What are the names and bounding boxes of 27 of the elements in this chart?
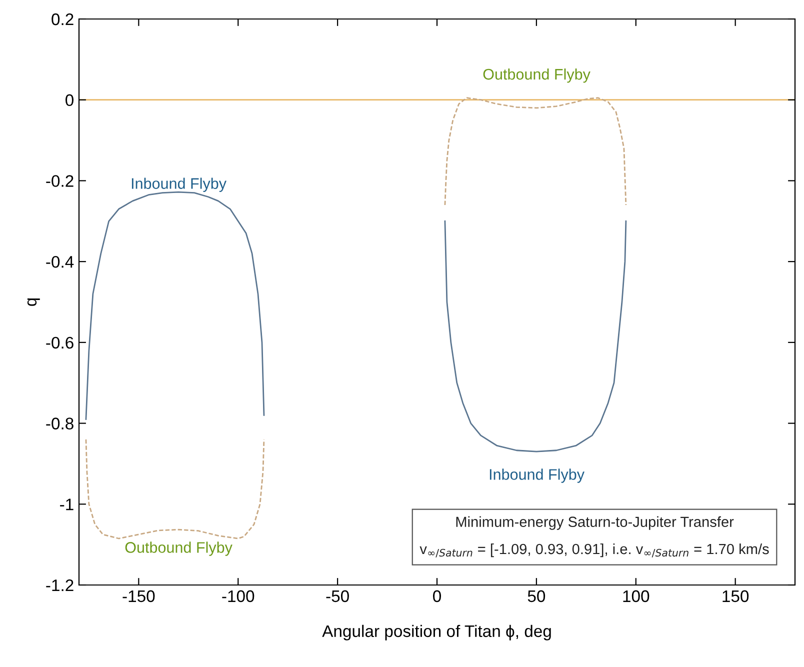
- x-tick-label: 50: [528, 590, 546, 602]
- line-series: [85, 438, 265, 540]
- y-axis-title: q: [27, 298, 40, 306]
- annotation: Inbound Flyby: [132, 178, 226, 192]
- annotation: Minimum-energy Saturn-to-Jupiter Transfer: [456, 516, 734, 530]
- annotation: v$_{∞/Saturn}$ = [-1.09, 0.93, 0.91], i.e. v$_{∞/Saturn}$ = 1.70 km/s: [420, 543, 769, 558]
- y-tick-label: -0.4: [46, 256, 74, 268]
- annotation: Outbound Flyby: [125, 542, 232, 556]
- x-tick-label: 100: [623, 590, 650, 602]
- x-tick-label: 150: [722, 590, 749, 602]
- x-axis-title: Angular position of Titan ϕ, deg: [322, 624, 551, 640]
- y-tick-label: -0.2: [46, 175, 74, 187]
- x-tick-label: -50: [326, 590, 349, 602]
- y-tick-label: -1.2: [46, 579, 74, 592]
- y-tick-label: -1: [60, 498, 74, 510]
- y-tick-label: 0: [66, 94, 74, 106]
- annotation: Outbound Flyby: [483, 68, 590, 83]
- y-tick-label: 0.2: [52, 13, 74, 26]
- annotation: Inbound Flyby: [490, 468, 584, 483]
- line-series: [85, 191, 265, 420]
- y-tick-label: -0.6: [46, 336, 74, 349]
- line-series: [444, 220, 627, 452]
- x-tick-label: -100: [222, 590, 254, 602]
- x-tick-label: -150: [122, 590, 155, 602]
- y-tick-label: -0.8: [46, 418, 74, 430]
- x-tick-label: 0: [433, 590, 441, 602]
- line-series: [444, 97, 627, 206]
